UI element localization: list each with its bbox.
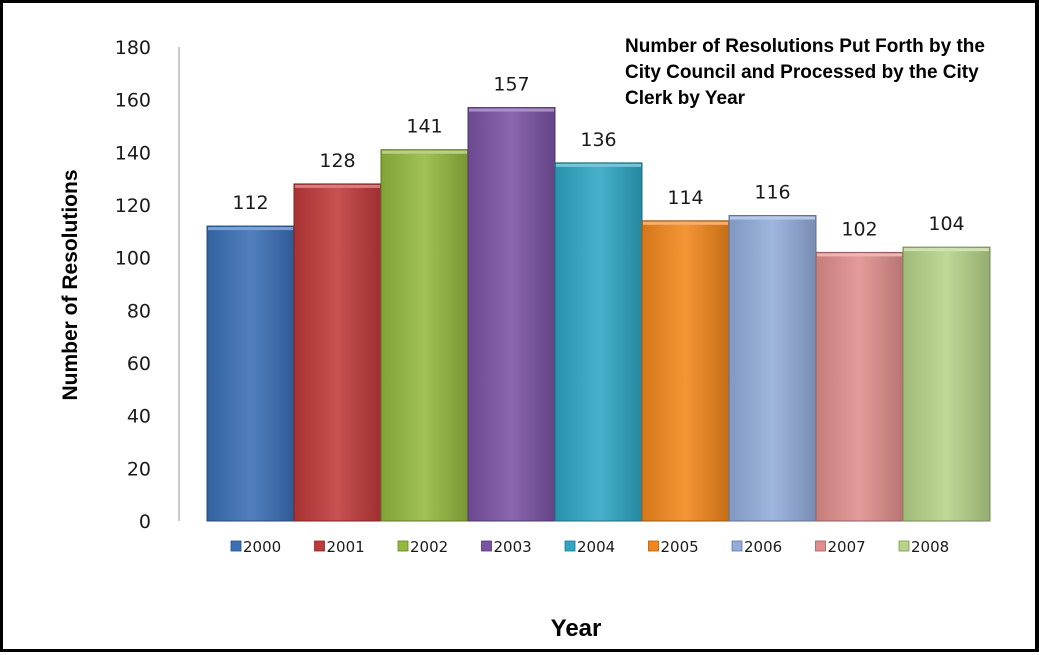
y-tick-label: 100 bbox=[115, 248, 151, 270]
bar-2004 bbox=[554, 162, 643, 522]
bar-highlight bbox=[817, 253, 902, 257]
legend-label-2001: 2001 bbox=[327, 538, 365, 556]
legend-label-2003: 2003 bbox=[494, 538, 532, 556]
y-tick-label: 60 bbox=[127, 353, 151, 375]
data-label-2002: 141 bbox=[406, 116, 442, 138]
data-label-2008: 104 bbox=[928, 213, 964, 235]
y-axis-label: Number of Resolutions bbox=[59, 169, 82, 400]
y-tick-label: 140 bbox=[115, 142, 151, 164]
bar-highlight bbox=[904, 248, 989, 252]
y-tick-label: 80 bbox=[127, 300, 151, 322]
bar-highlight bbox=[208, 227, 293, 231]
data-labels: 112 128 141 157 136 114 116 102 104 bbox=[232, 74, 964, 241]
legend-label-2007: 2007 bbox=[828, 538, 866, 556]
data-label-2001: 128 bbox=[319, 150, 355, 172]
bars bbox=[206, 107, 991, 522]
legend-label-2006: 2006 bbox=[744, 538, 782, 556]
bar-2008 bbox=[902, 246, 991, 522]
bar-highlight bbox=[469, 108, 554, 112]
y-tick-label: 180 bbox=[115, 37, 151, 59]
data-label-2007: 102 bbox=[841, 218, 877, 240]
chart-title: Number of Resolutions Put Forth by the Ci… bbox=[625, 36, 985, 109]
y-axis-ticks: 0 20 40 60 80 100 120 140 160 180 bbox=[115, 37, 151, 533]
bar-highlight bbox=[295, 184, 380, 188]
data-label-2003: 157 bbox=[493, 74, 529, 96]
bar-2003 bbox=[467, 107, 556, 522]
legend-swatch-2006 bbox=[731, 540, 743, 552]
legend: 2000 2001 2002 2003 2004 2005 2006 2007 2008 bbox=[230, 538, 949, 556]
legend-swatch-2008 bbox=[898, 540, 910, 552]
bar-highlight bbox=[556, 163, 641, 167]
bar-highlight bbox=[382, 150, 467, 154]
legend-swatch-2005 bbox=[648, 540, 659, 552]
x-axis-label: Year bbox=[551, 615, 602, 642]
y-tick-label: 0 bbox=[139, 511, 151, 533]
legend-swatch-2003 bbox=[481, 540, 492, 552]
bar-highlight bbox=[643, 221, 728, 225]
legend-swatch-2000 bbox=[230, 540, 242, 552]
bar-2007 bbox=[815, 251, 904, 522]
chart-title-line: Number of Resolutions Put Forth by the bbox=[625, 36, 985, 57]
legend-label-2005: 2005 bbox=[661, 538, 699, 556]
legend-label-2008: 2008 bbox=[911, 538, 949, 556]
chart-title-line: City Council and Processed by the City bbox=[625, 62, 979, 83]
y-tick-label: 40 bbox=[127, 406, 151, 428]
data-label-2006: 116 bbox=[754, 182, 790, 204]
chart-title-line: Clerk by Year bbox=[625, 88, 746, 109]
bar-2006 bbox=[728, 215, 817, 522]
y-tick-label: 20 bbox=[127, 458, 151, 480]
y-tick-label: 120 bbox=[115, 195, 151, 217]
bar-2000 bbox=[206, 225, 295, 522]
legend-label-2002: 2002 bbox=[410, 538, 448, 556]
bar-2002 bbox=[380, 149, 469, 522]
bar-chart: Number of Resolutions Put Forth by the Ci… bbox=[59, 36, 991, 642]
data-label-2005: 114 bbox=[667, 187, 703, 209]
bar-highlight bbox=[730, 216, 815, 220]
legend-label-2004: 2004 bbox=[577, 538, 615, 556]
data-label-2000: 112 bbox=[232, 192, 268, 214]
y-tick-label: 160 bbox=[115, 90, 151, 112]
bar-2001 bbox=[293, 183, 382, 522]
legend-swatch-2001 bbox=[314, 540, 325, 552]
data-label-2004: 136 bbox=[580, 129, 616, 151]
legend-label-2000: 2000 bbox=[243, 538, 281, 556]
bar-2005 bbox=[641, 220, 730, 522]
legend-swatch-2007 bbox=[815, 540, 826, 552]
legend-swatch-2004 bbox=[564, 540, 576, 552]
legend-swatch-2002 bbox=[397, 540, 409, 552]
